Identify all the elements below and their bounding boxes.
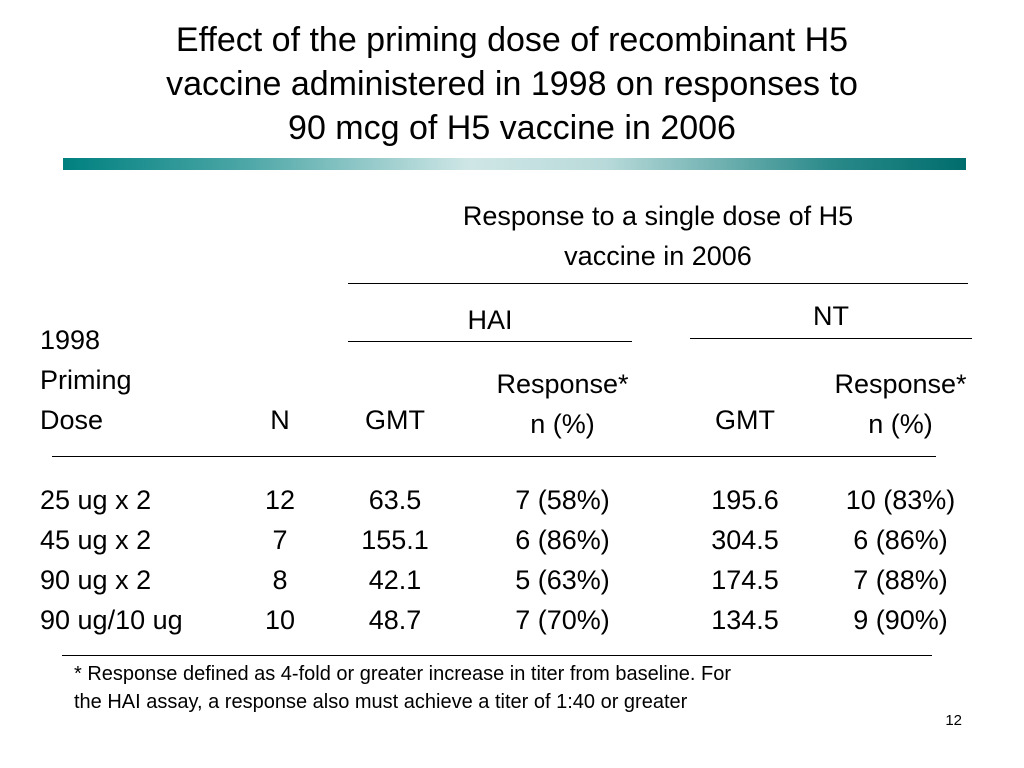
title-line-3: 90 mcg of H5 vaccine in 2006 <box>288 109 736 147</box>
cell-nt-response: 10 (83%) <box>845 485 956 515</box>
nt-label: NT <box>813 301 849 331</box>
group-header-line-1: Response to a single dose of H5 <box>462 201 854 231</box>
cell-hai-response: 7 (58%) <box>515 485 610 515</box>
slide-title: Effect of the priming dose of recombinan… <box>0 18 1024 150</box>
dose-header: 1998 Priming Dose <box>40 320 132 440</box>
title-accent-bar <box>63 158 966 170</box>
footnote-rule <box>62 655 932 656</box>
cell-nt-response: 7 (88%) <box>853 565 948 595</box>
dose-header-line-2: Priming <box>40 365 132 395</box>
cell-hai-gmt: 48.7 <box>368 605 422 635</box>
group-header-line-2: vaccine in 2006 <box>564 241 752 271</box>
cell-n: 7 <box>272 525 288 555</box>
nt-response-header-line-1: Response* <box>834 369 967 399</box>
nt-gmt-header: GMT <box>715 405 775 435</box>
table-row: 90 ug x 2 8 42.1 5 (63%) 174.5 7 (88%) <box>0 564 1024 604</box>
group-header: Response to a single dose of H5 vaccine … <box>348 200 968 272</box>
hai-response-header-line-2: n (%) <box>530 409 595 439</box>
table-row: 90 ug/10 ug 10 48.7 7 (70%) 134.5 9 (90%… <box>0 604 1024 644</box>
hai-rule <box>348 341 632 342</box>
footnote-line-2: the HAI assay, a response also must achi… <box>74 691 688 713</box>
cell-n: 8 <box>272 565 288 595</box>
cell-hai-response: 7 (70%) <box>515 605 610 635</box>
cell-nt-gmt: 134.5 <box>711 605 779 635</box>
footnote-line-1: * Response defined as 4-fold or greater … <box>74 663 732 685</box>
cell-n: 12 <box>264 485 296 515</box>
cell-hai-gmt: 63.5 <box>368 485 422 515</box>
cell-nt-gmt: 304.5 <box>711 525 779 555</box>
cell-nt-gmt: 195.6 <box>711 485 779 515</box>
hai-gmt-header: GMT <box>365 405 425 435</box>
nt-response-header: Response* n (%) <box>808 364 993 444</box>
cell-hai-response: 6 (86%) <box>515 525 610 555</box>
dose-header-line-3: Dose <box>40 405 104 435</box>
cell-dose: 25 ug x 2 <box>40 485 152 515</box>
page-number: 12 <box>945 712 962 729</box>
nt-rule <box>690 338 972 339</box>
footnote: * Response defined as 4-fold or greater … <box>74 660 731 716</box>
cell-nt-response: 6 (86%) <box>853 525 948 555</box>
cell-nt-response: 9 (90%) <box>853 605 948 635</box>
cell-n: 10 <box>264 605 296 635</box>
nt-response-header-line-2: n (%) <box>868 409 933 439</box>
hai-response-header: Response* n (%) <box>470 364 655 444</box>
cell-nt-gmt: 174.5 <box>711 565 779 595</box>
group-header-rule <box>348 283 968 284</box>
cell-hai-gmt: 155.1 <box>361 525 429 555</box>
hai-label: HAI <box>467 305 513 335</box>
cell-dose: 45 ug x 2 <box>40 525 152 555</box>
dose-header-line-1: 1998 <box>40 325 101 355</box>
table-row: 25 ug x 2 12 63.5 7 (58%) 195.6 10 (83%) <box>0 484 1024 524</box>
cell-hai-gmt: 42.1 <box>368 565 422 595</box>
table-row: 45 ug x 2 7 155.1 6 (86%) 304.5 6 (86%) <box>0 524 1024 564</box>
title-line-2: vaccine administered in 1998 on response… <box>166 65 858 103</box>
header-rule <box>52 456 936 457</box>
cell-dose: 90 ug/10 ug <box>40 605 183 635</box>
cell-dose: 90 ug x 2 <box>40 565 152 595</box>
hai-response-header-line-1: Response* <box>496 369 629 399</box>
cell-hai-response: 5 (63%) <box>515 565 610 595</box>
n-header: N <box>270 405 290 435</box>
title-line-1: Effect of the priming dose of recombinan… <box>175 21 849 59</box>
